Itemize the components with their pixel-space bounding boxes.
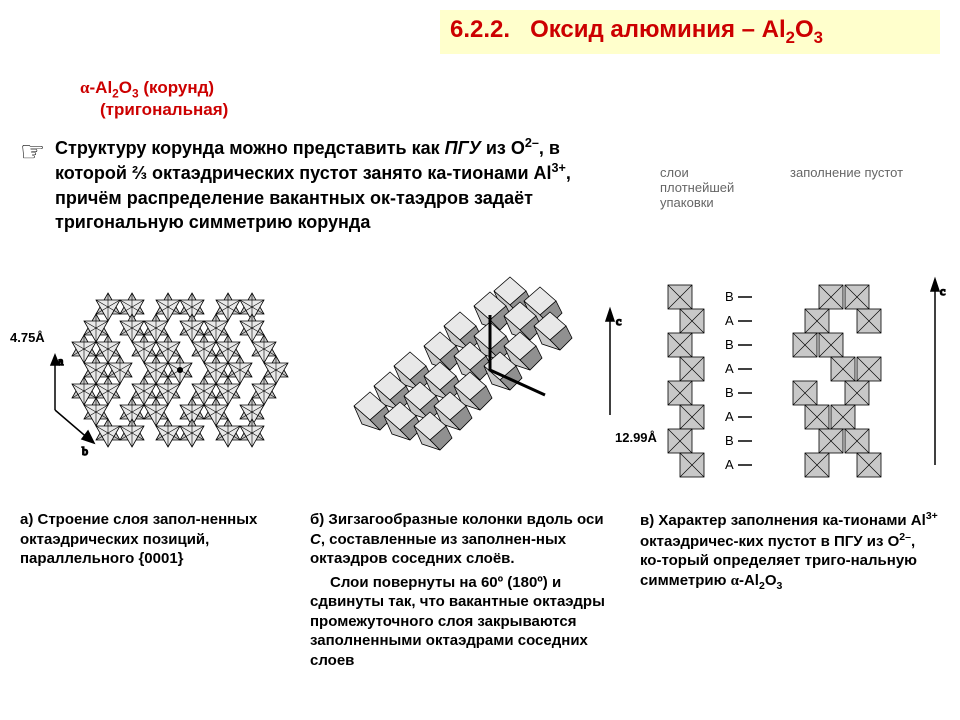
diagram-c-svg: c BABABABA — [630, 265, 950, 535]
sub-post: (корунд) — [139, 78, 214, 97]
diagram-c: 12.99Å c BABABABA — [630, 265, 950, 505]
subtitle-line2: (тригональная) — [100, 100, 228, 120]
dimension-a: 4.75Å — [10, 330, 45, 345]
svg-text:A: A — [725, 457, 734, 472]
caption-c: в) Характер заполнения ка-тионами Al3+ о… — [640, 510, 940, 670]
alpha-symbol: α — [80, 78, 90, 97]
diagram-a-svg: a b — [10, 265, 310, 505]
cap-c5: O — [765, 572, 777, 589]
sub-s1: 2 — [112, 86, 119, 100]
main-t3sup: 3+ — [552, 161, 566, 175]
sub-mid: O — [119, 78, 132, 97]
cap-b2: Слои повернуты на 60º (180º) и сдвинуты … — [310, 573, 620, 671]
sub-pre: -Al — [90, 78, 113, 97]
section-number: 6.2.2. — [450, 16, 510, 43]
cap-c2: октаэдричес-ких пустот в ПГУ из O — [640, 533, 899, 550]
diag-c-label2: заполнение пустот — [790, 165, 903, 180]
cap-c2s: 2– — [899, 531, 911, 543]
cap-c1: в) Характер заполнения ка-тионами Al — [640, 512, 926, 529]
cap-c3a: α — [731, 573, 739, 589]
diag-c-label1: слои плотнейшей упаковки — [660, 165, 734, 210]
svg-text:c: c — [616, 314, 621, 328]
svg-text:b: b — [82, 444, 88, 458]
caption-b: б) Зигзагообразные колонки вдоль оси С, … — [310, 510, 620, 670]
captions-row: а) Строение слоя запол-ненных октаэдриче… — [20, 510, 940, 670]
cap-b1: б) Зигзагообразные колонки вдоль оси — [310, 511, 604, 528]
cap-c4: -Al — [739, 572, 759, 589]
cap-b1i: С — [310, 531, 321, 548]
svg-text:a: a — [58, 354, 64, 368]
diagram-b-svg: c — [310, 265, 630, 505]
cap-c1s: 3+ — [926, 510, 938, 522]
cap-c5s: 3 — [777, 580, 783, 592]
sub-s2: 3 — [132, 86, 139, 100]
svg-text:B: B — [725, 289, 734, 304]
section-header: 6.2.2. Оксид алюминия – Al2O3 — [440, 10, 940, 54]
main-paragraph: Структуру корунда можно представить как … — [55, 135, 615, 234]
svg-text:B: B — [725, 385, 734, 400]
diagram-b: c — [310, 265, 630, 505]
svg-text:c: c — [940, 284, 945, 298]
title-sub2: 3 — [814, 28, 823, 47]
caption-a: а) Строение слоя запол-ненных октаэдриче… — [20, 510, 290, 670]
svg-text:A: A — [725, 409, 734, 424]
svg-text:A: A — [725, 361, 734, 376]
cap-b1e: , составленные из заполнен-ных октаэдров… — [310, 531, 566, 568]
title-pre: Оксид алюминия – Al — [530, 16, 786, 43]
hand-pointer-icon: ☞ — [20, 135, 45, 168]
svg-text:B: B — [725, 433, 734, 448]
title-sub1: 2 — [786, 28, 795, 47]
main-t1b: ПГУ — [445, 138, 481, 158]
main-t1: Структуру корунда можно представить как — [55, 138, 445, 158]
svg-text:B: B — [725, 337, 734, 352]
dimension-c: 12.99Å — [615, 430, 657, 445]
svg-text:A: A — [725, 313, 734, 328]
diagram-a: 4.75Å a b — [10, 265, 310, 505]
main-t2: из O — [481, 138, 525, 158]
diagram-row: 4.75Å a b — [10, 265, 950, 505]
subtitle-line1: α-Al2O3 (корунд) — [80, 78, 214, 100]
title-o: O — [795, 16, 814, 43]
main-t2sup: 2– — [525, 136, 539, 150]
